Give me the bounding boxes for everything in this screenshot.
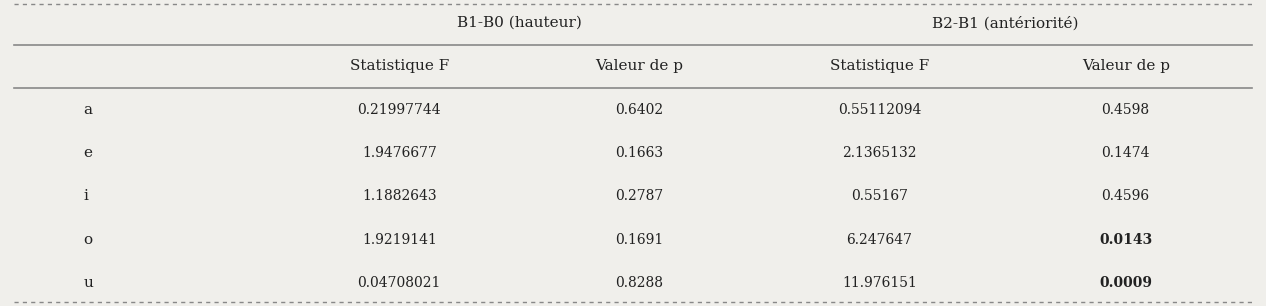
Text: 0.21997744: 0.21997744 [357,103,441,117]
Text: 0.1474: 0.1474 [1101,146,1150,160]
Text: 6.247647: 6.247647 [847,233,913,247]
Text: 0.6402: 0.6402 [615,103,663,117]
Text: 11.976151: 11.976151 [842,276,917,290]
Text: Statistique F: Statistique F [349,59,449,73]
Text: B1-B0 (hauteur): B1-B0 (hauteur) [457,16,582,30]
Text: 1.9476677: 1.9476677 [362,146,437,160]
Text: B2-B1 (antériorité): B2-B1 (antériorité) [932,16,1079,30]
Text: 0.55167: 0.55167 [851,189,908,203]
Text: e: e [84,146,92,160]
Text: 0.1691: 0.1691 [615,233,663,247]
Text: 1.1882643: 1.1882643 [362,189,437,203]
Text: 0.55112094: 0.55112094 [838,103,922,117]
Text: i: i [84,189,89,203]
Text: o: o [84,233,92,247]
Text: 0.0009: 0.0009 [1099,276,1152,290]
Text: a: a [84,103,92,117]
Text: 2.1365132: 2.1365132 [842,146,917,160]
Text: Valeur de p: Valeur de p [595,59,684,73]
Text: 0.8288: 0.8288 [615,276,663,290]
Text: 0.4596: 0.4596 [1101,189,1150,203]
Text: Valeur de p: Valeur de p [1081,59,1170,73]
Text: 0.1663: 0.1663 [615,146,663,160]
Text: Statistique F: Statistique F [829,59,929,73]
Text: 1.9219141: 1.9219141 [362,233,437,247]
Text: u: u [84,276,94,290]
Text: 0.2787: 0.2787 [615,189,663,203]
Text: 0.0143: 0.0143 [1099,233,1152,247]
Text: 0.4598: 0.4598 [1101,103,1150,117]
Text: 0.04708021: 0.04708021 [357,276,441,290]
